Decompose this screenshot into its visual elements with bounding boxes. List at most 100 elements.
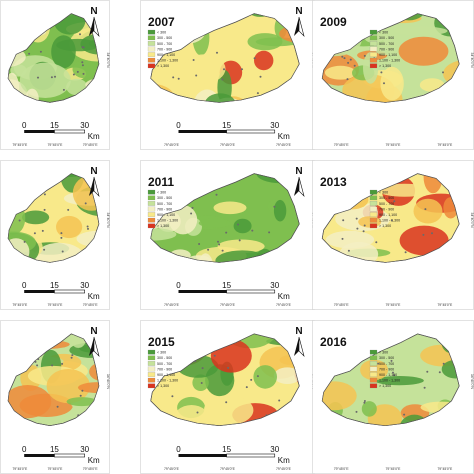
longitude-label: 79°45'0"E: [12, 303, 28, 307]
scale-bar: 0 15 30 Km: [176, 121, 290, 141]
longitude-label: 79°45'0"E: [220, 143, 236, 147]
station-point: [353, 64, 356, 67]
year-label: 2016: [320, 335, 347, 349]
station-point: [392, 371, 394, 374]
station-point: [426, 370, 429, 373]
rainfall-zone: [377, 183, 432, 197]
legend-label: 1,100 - 1,300: [157, 59, 178, 63]
legend-swatch: [147, 212, 156, 217]
legend-label: 1,100 - 1,300: [379, 379, 400, 383]
map-panel-p5: 79°45'0"E79°45'0"E79°45'0"E34°40'0"N2011…: [140, 160, 315, 310]
station-point: [67, 208, 70, 211]
station-point: [201, 367, 204, 370]
station-point: [82, 46, 85, 49]
scale-tick-label: 15: [50, 121, 59, 130]
station-point: [79, 394, 82, 397]
scale-unit: Km: [88, 456, 100, 465]
scale-tick-label: 15: [50, 445, 59, 454]
station-point: [342, 219, 345, 222]
station-point: [70, 356, 73, 359]
station-point: [383, 82, 385, 85]
legend-swatch: [147, 217, 156, 223]
legend-swatch: [147, 361, 156, 366]
scale-tick-label: 15: [222, 281, 231, 290]
scale-tick-label: 30: [80, 445, 89, 454]
station-point: [51, 364, 54, 367]
longitude-label: 79°45'0"E: [48, 143, 64, 147]
rainfall-zone: [361, 401, 377, 417]
station-point: [268, 231, 271, 234]
legend-swatch: [369, 372, 378, 377]
station-point: [196, 411, 199, 414]
legend-label: 900 - 1,100: [157, 53, 175, 57]
station-point: [215, 193, 218, 196]
legend-swatch: [147, 52, 156, 57]
legend-label: > 1,300: [157, 64, 169, 68]
legend-swatch: [369, 201, 378, 206]
legend-label: > 1,300: [379, 224, 391, 228]
station-point: [84, 202, 87, 205]
station-point: [50, 76, 53, 79]
station-point: [237, 223, 239, 226]
scale-unit: Km: [88, 132, 100, 141]
longitude-label: 79°45'0"E: [83, 303, 99, 307]
longitude-label: 79°45'0"E: [220, 303, 236, 307]
legend-swatch: [369, 212, 378, 217]
legend-label: 1,100 - 1,300: [157, 219, 178, 223]
station-point: [390, 359, 393, 362]
station-point: [253, 57, 256, 60]
station-point: [43, 208, 46, 211]
legend-label: 500 - 700: [379, 202, 394, 206]
station-point: [355, 410, 358, 413]
north-arrow-icon: N: [294, 326, 305, 357]
legend-label: > 1,300: [379, 384, 391, 388]
station-point: [217, 240, 219, 243]
scale-tick-label: 0: [176, 121, 181, 130]
legend-label: 900 - 1,100: [379, 53, 397, 57]
station-point: [363, 401, 366, 404]
scale-unit: Km: [278, 456, 290, 465]
station-point: [61, 250, 64, 253]
rainfall-zone: [373, 38, 396, 56]
legend-label: 700 - 900: [157, 367, 172, 371]
legend-label: > 1,300: [379, 64, 391, 68]
year-label: 2009: [320, 15, 347, 29]
rainfall-zone: [192, 374, 209, 392]
station-point: [62, 88, 65, 91]
legend-label: < 300: [379, 351, 388, 355]
station-point: [438, 371, 441, 374]
station-point: [207, 248, 210, 251]
station-point: [190, 212, 193, 215]
legend-swatch: [147, 372, 156, 377]
station-point: [442, 362, 445, 365]
rainfall-zone: [374, 376, 424, 386]
station-point: [225, 401, 228, 404]
legend-label: 900 - 1,100: [379, 373, 397, 377]
rainfall-zone: [394, 26, 448, 36]
station-point: [81, 389, 84, 392]
legend-label: > 1,300: [157, 384, 169, 388]
station-point: [341, 55, 344, 58]
longitude-label: 79°45'0"E: [276, 467, 292, 471]
station-point: [198, 243, 201, 245]
scale-tick-label: 30: [270, 445, 279, 454]
legend-label: 1,100 - 1,300: [157, 379, 178, 383]
station-point: [221, 78, 224, 81]
station-point: [37, 76, 39, 79]
station-point: [60, 232, 63, 235]
latitude-label: 34°40'0"N: [106, 213, 110, 229]
scale-unit: Km: [278, 292, 290, 301]
legend-swatch: [369, 366, 378, 372]
legend-swatch: [369, 383, 378, 389]
north-arrow-icon: N: [89, 166, 100, 197]
scale-tick-label: 15: [222, 445, 231, 454]
rainfall-zone: [203, 395, 254, 426]
station-point: [192, 59, 195, 61]
longitude-label: 79°45'0"E: [386, 467, 402, 471]
legend-label: 700 - 900: [157, 47, 172, 51]
station-point: [36, 364, 39, 367]
